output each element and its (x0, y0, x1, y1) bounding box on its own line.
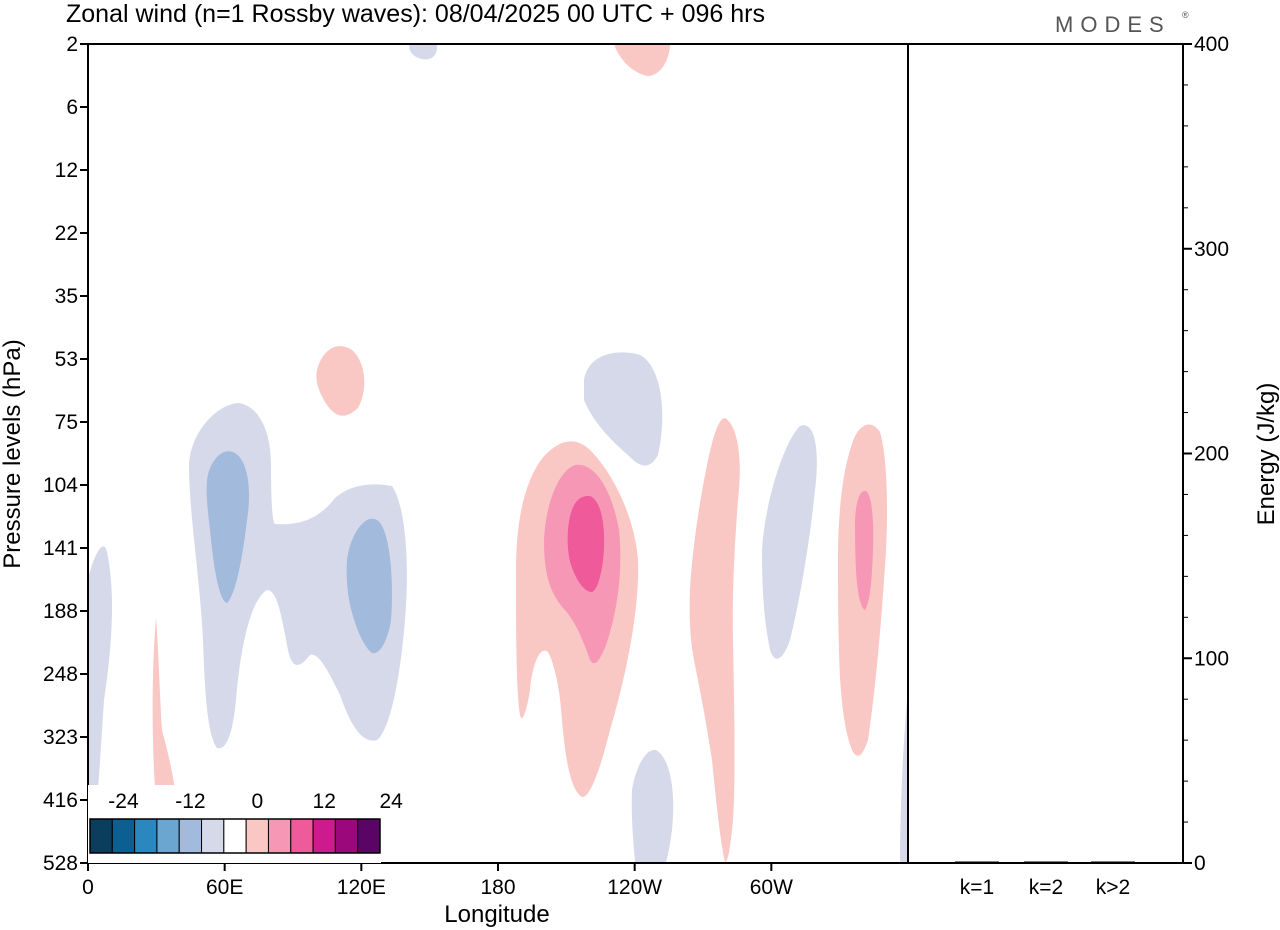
colorbar-swatch (111, 818, 136, 854)
energy-category-label: k=1 (960, 876, 994, 899)
energy-tick-label: 100 (1194, 647, 1229, 670)
energy-bars: k=1 k=2 k>2 (955, 861, 1135, 899)
contour-region-neg-i (900, 700, 909, 862)
x-tick-label: 120W (607, 876, 662, 899)
y-tick-label: 35 (55, 285, 78, 308)
contour-region-pos-i (855, 490, 874, 610)
y-tick-label: 248 (43, 663, 78, 686)
colorbar-swatch (267, 818, 292, 854)
contour-region-neg-c (584, 352, 663, 466)
colorbar-swatch (290, 818, 314, 854)
x-tick-label: 60E (206, 876, 243, 899)
colorbar-tick-label: -24 (108, 790, 139, 813)
contour-region-neg-a (88, 546, 113, 862)
y-tick-label: 75 (55, 411, 78, 434)
colorbar-swatches (89, 818, 381, 854)
colorbar-tick-label: 24 (379, 790, 403, 813)
y-tick-label: 416 (43, 789, 78, 812)
energy-bar (1091, 861, 1135, 863)
colorbar-swatch (178, 818, 203, 854)
y-tick-label: 53 (55, 348, 78, 371)
y-tick-label: 188 (43, 600, 78, 623)
energy-bar (1024, 861, 1068, 863)
contour-region-pos-g (689, 418, 740, 862)
contour-region-neg-h (762, 425, 817, 659)
energy-tick-label: 0 (1194, 852, 1206, 875)
colorbar-swatch (334, 818, 359, 854)
x-axis-ticks: 0 60E 120E 180 120W 60W (82, 863, 793, 899)
colorbar-swatch (156, 818, 180, 854)
colorbar-labels: -24 -12 0 12 24 (108, 790, 403, 813)
y-tick-label: 104 (43, 474, 78, 497)
x-axis-label: Longitude (444, 901, 549, 928)
y-tick-label: 2 (66, 33, 78, 56)
y-axis-label: Pressure levels (hPa) (0, 339, 26, 568)
contour-region-neg-b (409, 44, 438, 60)
colorbar: -24 -12 0 12 24 (88, 785, 403, 863)
colorbar-swatch (245, 818, 269, 854)
colorbar-outline (89, 818, 381, 854)
colorbar-swatch (357, 818, 381, 854)
colorbar-tick-label: -12 (175, 790, 205, 813)
contour-region-neg-f (346, 518, 392, 654)
energy-category-label: k>2 (1096, 876, 1130, 899)
chart-title: Zonal wind (n=1 Rossby waves): 08/04/202… (66, 0, 765, 28)
colorbar-swatch (223, 818, 247, 854)
colorbar-swatch (89, 818, 113, 854)
contour-region-neg-g (631, 749, 674, 862)
contour-region-pos-c (316, 346, 365, 416)
y-tick-label: 22 (55, 222, 78, 245)
y-tick-label: 528 (43, 852, 78, 875)
x-tick-label: 0 (82, 876, 94, 899)
energy-axis-ticks: 0 100 200 300 400 (1183, 33, 1229, 875)
x-tick-label: 60W (750, 876, 793, 899)
energy-tick-label: 400 (1194, 33, 1229, 56)
energy-axis-label: Energy (J/kg) (1253, 383, 1280, 526)
contour-region-neg-e (206, 451, 250, 603)
energy-tick-label: 300 (1194, 238, 1229, 261)
colorbar-swatch (312, 818, 336, 854)
modes-logo: MODES (1055, 12, 1171, 37)
energy-category-label: k=2 (1029, 876, 1063, 899)
contour-field (88, 44, 909, 862)
contour-region-pos-f (567, 495, 605, 592)
modes-logo-mark: ® (1182, 10, 1189, 20)
y-tick-label: 12 (55, 159, 78, 182)
y-tick-label: 141 (43, 537, 78, 560)
colorbar-tick-label: 0 (251, 790, 263, 813)
y-tick-label: 6 (66, 96, 78, 119)
colorbar-tick-label: 12 (313, 790, 336, 813)
y-tick-label: 323 (43, 726, 78, 749)
colorbar-swatch (201, 818, 225, 854)
energy-bar (955, 861, 999, 863)
colorbar-swatch (134, 818, 158, 854)
y-axis-ticks: 2 6 12 22 35 53 75 104 141 188 248 323 416 528 (43, 33, 88, 875)
x-tick-label: 180 (480, 876, 515, 899)
contour-region-pos-b (614, 44, 670, 76)
x-tick-label: 120E (337, 876, 386, 899)
energy-tick-label: 200 (1194, 443, 1229, 466)
